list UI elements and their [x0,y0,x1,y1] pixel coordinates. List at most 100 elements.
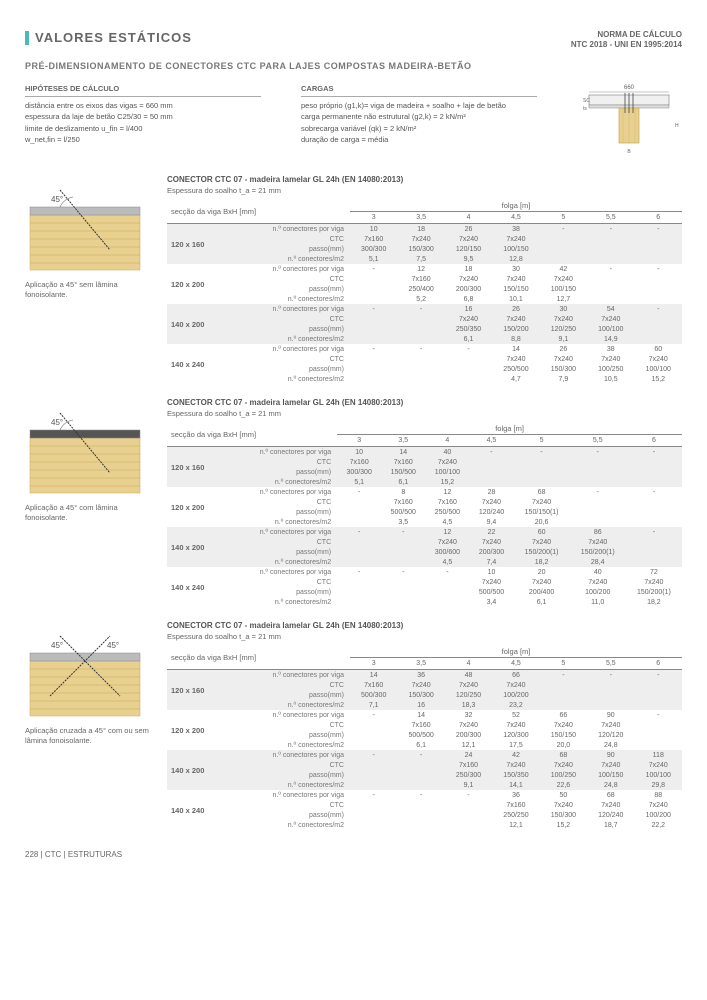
row-label: n.º conectores por viga [224,527,337,537]
cell: 150/200(1) [514,547,570,557]
row-label: n.º conectores/m2 [228,334,350,344]
diagram-caption: Aplicação cruzada a 45° com ou sem lâmin… [25,726,155,746]
cargas-col: CARGAS peso próprio (g1,k)= viga de made… [301,83,537,161]
row-label: CTC [228,314,350,324]
table-row: passo(mm)500/500200/300120/300150/150120… [167,730,682,740]
cell: 10 [350,224,397,235]
table-row: 140 x 200n.º conectores por viga--122260… [167,527,682,537]
cell: 66 [540,710,587,720]
th-span: 4,5 [469,435,513,447]
cell: - [635,670,682,681]
th-span: 3 [350,658,397,670]
meta-line: peso próprio (g1,k)= viga de madeira + s… [301,100,537,111]
th-section: secção da viga BxH [mm] [167,645,350,670]
cell [514,477,570,487]
application-diagram: 45° 45° [25,621,145,721]
cell: 9,1 [445,780,492,790]
row-label: passo(mm) [228,364,350,374]
cell [635,254,682,264]
cell: 20,0 [540,740,587,750]
cell: 300/300 [337,467,381,477]
cell: 42 [540,264,587,274]
cell: 7x240 [514,577,570,587]
cell: 16 [397,700,444,710]
cell: 7x240 [626,577,682,587]
cell [587,274,634,284]
sizing-table: secção da viga BxH [mm]folga [m]33,544,5… [167,422,682,607]
cell: 12 [425,487,469,497]
cell [397,374,444,384]
cell: 3,4 [469,597,513,607]
cell: 250/350 [445,324,492,334]
cell: 7x240 [445,234,492,244]
cell: - [397,344,444,354]
cell [587,254,634,264]
cell [540,244,587,254]
row-label: n.º conectores/m2 [228,374,350,384]
cell: 7,4 [469,557,513,567]
cell [469,477,513,487]
cell: 7x240 [587,760,634,770]
cell: 90 [587,750,634,760]
beam-label: 140 x 200 [167,527,224,567]
cell: 28 [469,487,513,497]
meta-line: duração de carga = média [301,134,537,145]
diagram-column: 45° 45° Aplicação cruzada a 45° com ou se… [25,621,155,830]
cell: 60 [635,344,682,354]
cell [635,690,682,700]
cell: 150/300 [397,244,444,254]
cell: - [540,670,587,681]
cell: 66 [492,670,539,681]
row-label: passo(mm) [224,547,337,557]
cell: - [635,224,682,235]
cell: 150/500 [381,467,425,477]
cell [350,740,397,750]
cell: 7x240 [587,720,634,730]
cell: 150/150(1) [514,507,570,517]
row-label: CTC [228,720,350,730]
row-label: n.º conectores por viga [228,304,350,314]
cell: 7x240 [492,760,539,770]
cell [397,354,444,364]
table-row: n.º conectores/m25,26,810,112,7 [167,294,682,304]
cell: 68 [540,750,587,760]
cell: 4,7 [492,374,539,384]
cell [570,497,626,507]
cell: 7x240 [397,680,444,690]
cell: 7x160 [397,274,444,284]
diagram-caption: Aplicação a 45° sem lâmina fonoisolante. [25,280,155,300]
diagram-column: 45°Aplicação a 45° com lâmina fonoisolan… [25,398,155,607]
cell [635,244,682,254]
cell: 23,2 [492,700,539,710]
th-span: 3 [337,435,381,447]
cell: 24,8 [587,740,634,750]
svg-text:SC: SC [583,98,590,104]
row-label: n.º conectores/m2 [224,597,337,607]
table-row: 120 x 200n.º conectores por viga-1432526… [167,710,682,720]
cell: 40 [425,447,469,458]
cell: 14 [381,447,425,458]
th-span: 4,5 [492,212,539,224]
cell [570,467,626,477]
row-label: n.º conectores por viga [228,710,350,720]
cell [350,334,397,344]
cell [514,457,570,467]
beam-label: 140 x 240 [167,344,228,384]
page-title: VALORES ESTÁTICOS [35,30,192,45]
cell [381,537,425,547]
cell: 20 [514,567,570,577]
cell: 18,7 [587,820,634,830]
cell: - [425,567,469,577]
table-row: passo(mm)250/350150/200120/250100/100 [167,324,682,334]
cell: 22,2 [635,820,682,830]
cell [350,760,397,770]
cell: 200/300 [469,547,513,557]
cell: 4,5 [425,557,469,567]
cell: 7x240 [492,354,539,364]
cell [350,284,397,294]
row-label: n.º conectores por viga [228,670,350,681]
cell: - [540,224,587,235]
cell [587,294,634,304]
cell [425,587,469,597]
th-span: 3,5 [397,658,444,670]
